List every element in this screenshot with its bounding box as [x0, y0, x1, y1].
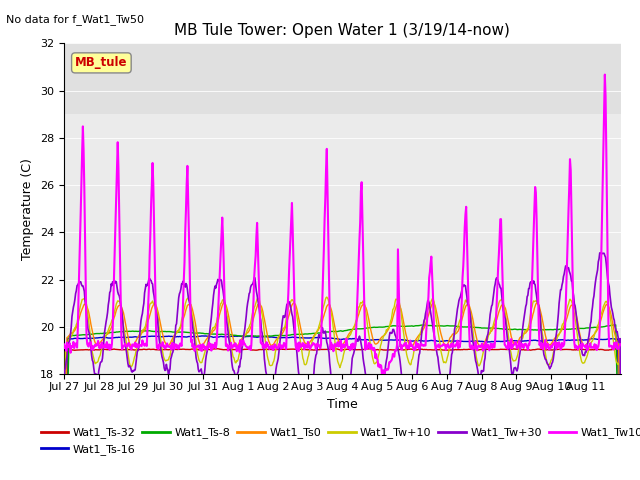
Title: MB Tule Tower: Open Water 1 (3/19/14-now): MB Tule Tower: Open Water 1 (3/19/14-now… [175, 23, 510, 38]
Wat1_Ts0 [277, 332, 285, 338]
Wat1_Tw+10 [228, 347, 236, 353]
Wat1_Ts-32 [276, 347, 284, 352]
Wat1_Ts-16 [228, 333, 236, 339]
Wat1_Tw100 [255, 291, 263, 297]
Wat1_Ts-16 [125, 334, 133, 340]
Wat1_Tw100 [401, 341, 408, 347]
Wat1_Ts-16 [256, 334, 264, 340]
Wat1_Tw+10 [432, 311, 440, 317]
Wat1_Ts-16 [432, 338, 440, 344]
Wat1_Tw+10 [401, 337, 408, 343]
Wat1_Ts-8 [228, 332, 236, 338]
Wat1_Tw+30 [125, 363, 133, 369]
Text: MB_tule: MB_tule [75, 56, 127, 70]
Wat1_Ts0 [125, 340, 133, 346]
Legend: Wat1_Ts-32, Wat1_Ts-16, Wat1_Ts-8, Wat1_Ts0, Wat1_Tw+10, Wat1_Tw+30, Wat1_Tw100: Wat1_Ts-32, Wat1_Ts-16, Wat1_Ts-8, Wat1_… [36, 423, 640, 459]
Line: Wat1_Tw+30: Wat1_Tw+30 [64, 253, 621, 480]
Wat1_Tw+30 [597, 250, 605, 256]
Y-axis label: Temperature (C): Temperature (C) [22, 158, 35, 260]
Wat1_Tw100 [432, 347, 440, 352]
Line: Wat1_Ts-8: Wat1_Ts-8 [64, 325, 621, 480]
Bar [64, 43, 621, 114]
Wat1_Ts-32 [125, 347, 133, 352]
Wat1_Ts-32 [432, 347, 440, 353]
Wat1_Tw+10 [323, 294, 331, 300]
Wat1_Ts0 [432, 305, 440, 311]
Line: Wat1_Ts0: Wat1_Ts0 [64, 302, 621, 480]
Wat1_Tw+30 [276, 336, 284, 342]
Wat1_Tw+30 [431, 337, 439, 343]
Wat1_Tw+30 [400, 384, 408, 390]
Wat1_Tw100 [276, 344, 284, 350]
Wat1_Ts-32 [228, 347, 236, 352]
Wat1_Tw100 [601, 72, 609, 77]
Wat1_Tw100 [228, 345, 236, 350]
Wat1_Ts-16 [401, 337, 408, 343]
Wat1_Ts-8 [612, 322, 620, 328]
Wat1_Tw+10 [125, 360, 133, 365]
Wat1_Ts-32 [255, 347, 263, 352]
Wat1_Tw100 [125, 343, 133, 348]
Wat1_Ts-8 [255, 333, 263, 339]
Text: No data for f_Wat1_Tw50: No data for f_Wat1_Tw50 [6, 14, 145, 25]
Wat1_Tw100 [60, 341, 68, 347]
Wat1_Ts-8 [400, 324, 408, 329]
Wat1_Ts-32 [401, 347, 408, 353]
Wat1_Ts-8 [125, 328, 133, 334]
Wat1_Tw+30 [255, 307, 263, 312]
X-axis label: Time: Time [327, 397, 358, 410]
Wat1_Ts0 [401, 324, 408, 330]
Line: Wat1_Ts-16: Wat1_Ts-16 [64, 336, 621, 480]
Line: Wat1_Tw100: Wat1_Tw100 [64, 74, 621, 375]
Wat1_Ts-16 [277, 335, 285, 340]
Wat1_Ts0 [228, 333, 236, 338]
Wat1_Ts-8 [276, 333, 284, 338]
Wat1_Ts-32 [366, 346, 374, 351]
Wat1_Tw+30 [228, 359, 236, 364]
Wat1_Tw100 [617, 341, 625, 347]
Wat1_Tw+10 [255, 297, 263, 303]
Line: Wat1_Ts-32: Wat1_Ts-32 [64, 348, 621, 480]
Bar [64, 114, 621, 280]
Wat1_Tw+10 [276, 331, 284, 336]
Line: Wat1_Tw+10: Wat1_Tw+10 [64, 297, 621, 480]
Wat1_Ts0 [221, 299, 228, 305]
Wat1_Tw100 [380, 372, 388, 378]
Wat1_Ts-8 [431, 323, 439, 329]
Wat1_Ts0 [256, 301, 264, 307]
Wat1_Ts-16 [198, 333, 206, 339]
